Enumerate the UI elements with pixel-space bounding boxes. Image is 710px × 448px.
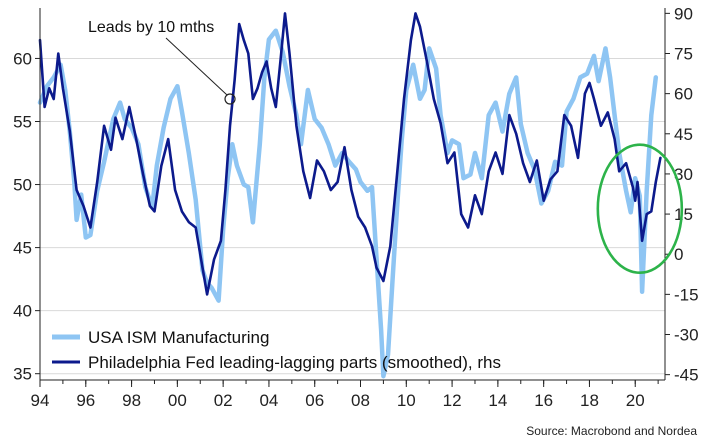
right-tick-label: -30 [674, 326, 699, 345]
x-tick-label: 20 [626, 391, 645, 410]
axes [39, 8, 666, 381]
annotation-label: Leads by 10 mths [88, 19, 214, 36]
right-tick-label: 75 [674, 44, 693, 63]
left-tick-label: 50 [13, 176, 32, 195]
right-tick-label: 0 [674, 245, 683, 264]
right-tick-label: 30 [674, 165, 693, 184]
x-tick-label: 18 [580, 391, 599, 410]
x-tick-label: 10 [397, 391, 416, 410]
annotation-leader-line [165, 37, 228, 96]
legend: USA ISM Manufacturing Philadelphia Fed l… [52, 328, 501, 372]
x-tick-label: 02 [214, 391, 233, 410]
left-tick-label: 60 [13, 49, 32, 68]
x-tick-label: 94 [31, 391, 50, 410]
legend-label-ism: USA ISM Manufacturing [88, 328, 269, 347]
x-tick-label: 16 [534, 391, 553, 410]
x-tick-label: 98 [122, 391, 141, 410]
lead-annotation: Leads by 10 mths [88, 19, 236, 105]
x-tick-label: 00 [168, 391, 187, 410]
x-axis-ticks: 94 96 98 00 02 04 06 08 10 12 14 16 18 20 [31, 380, 659, 410]
x-tick-label: 06 [305, 391, 324, 410]
series-line [38, 12, 662, 296]
x-tick-label: 14 [488, 391, 507, 410]
highlight-circle [596, 143, 684, 275]
x-tick-label: 04 [259, 391, 278, 410]
right-tick-label: 60 [674, 85, 693, 104]
left-axis-ticks: 35 40 45 50 55 60 [13, 49, 40, 384]
source-note: Source: Macrobond and Nordea [526, 424, 697, 438]
right-axis-ticks: -45 -30 -15 0 15 30 45 60 75 90 [665, 4, 699, 385]
annotation-marker [224, 93, 236, 105]
x-tick-label: 08 [351, 391, 370, 410]
left-tick-label: 45 [13, 239, 32, 258]
right-tick-label: 15 [674, 205, 693, 224]
left-tick-label: 55 [13, 112, 32, 131]
series-usa-ism-manufacturing [37, 28, 659, 379]
left-tick-label: 40 [13, 302, 32, 321]
right-tick-label: -15 [674, 285, 699, 304]
x-tick-label: 12 [443, 391, 462, 410]
legend-label-philly: Philadelphia Fed leading-lagging parts (… [88, 353, 501, 372]
series-line [37, 28, 659, 379]
x-tick-label: 96 [76, 391, 95, 410]
left-tick-label: 35 [13, 365, 32, 384]
right-tick-label: 45 [674, 125, 693, 144]
right-tick-label: 90 [674, 4, 693, 23]
series-philadelphia-fed [38, 12, 662, 296]
right-tick-label: -45 [674, 366, 699, 385]
